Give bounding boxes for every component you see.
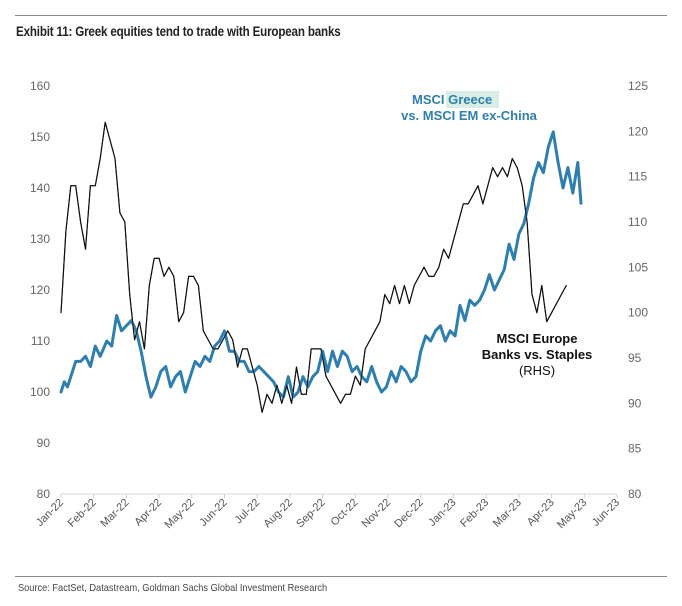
right-y-tick-label: 110 (628, 215, 647, 229)
left-y-tick-label: 80 (37, 487, 51, 501)
right-y-tick-label: 95 (628, 351, 642, 365)
x-tick-label: Jan-22 (34, 497, 66, 529)
top-divider (15, 15, 667, 16)
right-y-axis: 80 85 90 95 100 105 110 115 120 125 (628, 79, 648, 501)
right-y-tick-label: 115 (628, 170, 647, 184)
left-y-tick-label: 90 (37, 436, 51, 450)
right-y-tick-label: 100 (628, 306, 648, 320)
x-tick-label: May-22 (163, 497, 197, 531)
greece-label-line1: MSCI Greece (412, 92, 492, 107)
bottom-divider (15, 576, 667, 577)
x-tick-label: Jul-22 (233, 497, 263, 527)
x-tick-label: Feb-23 (458, 497, 491, 530)
right-y-tick-label: 125 (628, 79, 648, 93)
banks-annotation: MSCI Europe Banks vs. Staples (RHS) (482, 331, 593, 378)
left-y-tick-label: 100 (30, 385, 50, 399)
x-tick-label: Feb-22 (66, 497, 99, 530)
chart-title: Exhibit 11: Greek equities tend to trade… (16, 24, 341, 39)
left-y-tick-label: 140 (30, 181, 50, 195)
x-tick-label: Mar-22 (98, 497, 131, 530)
left-y-tick-label: 150 (30, 130, 50, 144)
x-tick-label: Jan-23 (426, 497, 458, 529)
x-tick-label: Oct-22 (329, 497, 361, 529)
greece-annotation: MSCI Greece vs. MSCI EM ex-China (401, 91, 538, 123)
greece-label-line2: vs. MSCI EM ex-China (401, 108, 538, 123)
left-y-tick-label: 110 (31, 334, 50, 348)
x-tick-label: Aug-22 (261, 497, 295, 531)
x-tick-label: May-23 (555, 497, 589, 531)
x-tick-label: Apr-23 (525, 497, 557, 529)
left-y-tick-label: 130 (30, 232, 50, 246)
left-y-tick-label: 120 (30, 283, 50, 297)
banks-label-line3: (RHS) (519, 363, 555, 378)
left-y-axis: 80 90 100 110 120 130 140 150 160 (30, 79, 50, 501)
right-y-tick-label: 120 (628, 124, 648, 138)
x-tick-label: Apr-22 (132, 497, 164, 529)
banks-label-line2: Banks vs. Staples (482, 347, 593, 362)
x-tick-label: Mar-23 (491, 497, 524, 530)
right-y-tick-label: 80 (628, 487, 642, 501)
series-line-europe-banks-overlay (60, 121, 567, 413)
series-line-europe-banks-vs-staples (60, 121, 567, 413)
right-y-tick-label: 85 (628, 442, 642, 456)
series-layer (59, 121, 583, 413)
series-line-msci-greece (59, 130, 583, 399)
greece-highlight-box (446, 91, 499, 108)
right-y-tick-label: 105 (628, 260, 648, 274)
x-tick-label: Sep-22 (294, 497, 328, 531)
x-tick-label: Dec-22 (392, 497, 426, 531)
x-tick-label: Jun-22 (197, 497, 229, 529)
x-tick-label: Nov-22 (360, 497, 394, 531)
banks-label-line1: MSCI Europe (497, 331, 578, 346)
x-tick-label: Jun-23 (590, 497, 622, 529)
right-y-tick-label: 90 (628, 396, 642, 410)
source-note: Source: FactSet, Datastream, Goldman Sac… (18, 582, 328, 594)
left-y-tick-label: 160 (30, 79, 50, 93)
